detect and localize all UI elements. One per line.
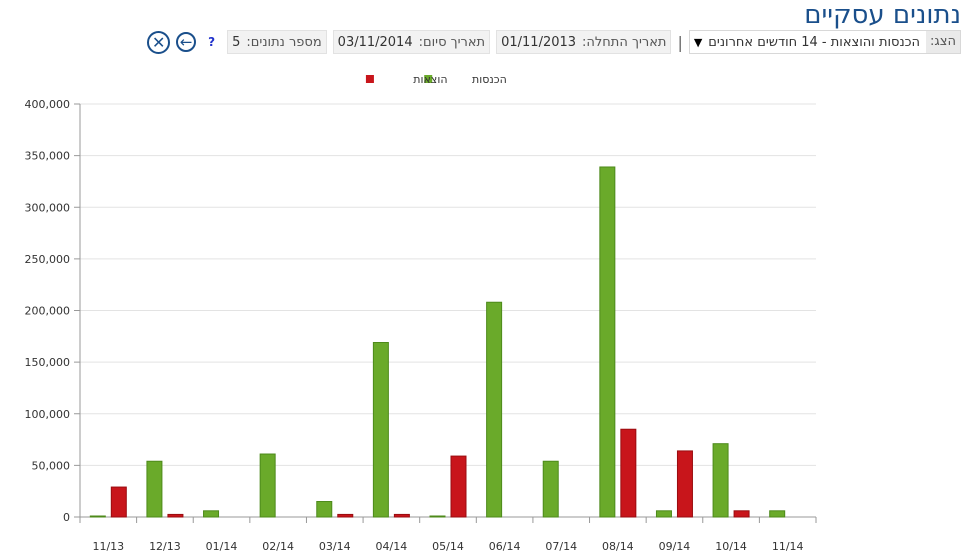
bar-income — [599, 166, 616, 518]
y-tick-label: 100,000 — [25, 408, 71, 421]
bar-expense — [337, 513, 354, 518]
bar-income — [486, 301, 503, 518]
x-tick-label: 10/14 — [715, 540, 747, 553]
bar-expense — [167, 513, 184, 518]
x-tick-label: 06/14 — [489, 540, 521, 553]
start-date-label: תאריך התחלה: — [582, 34, 667, 50]
close-x-icon[interactable]: ✕ — [147, 30, 171, 54]
bar-chart: 0 50,000 100,000 150,000 200,000 250,000 300,0… — [25, 73, 817, 553]
y-tick-label: 0 — [63, 511, 70, 524]
chevron-down-icon[interactable]: ▼ — [693, 35, 703, 49]
toolbar: הצג: הכנסות והוצאות - 14 חודשים אחרונים … — [147, 30, 961, 54]
x-tick-label: 02/14 — [262, 540, 294, 553]
bar-expense — [450, 455, 467, 518]
bar-income — [712, 443, 729, 518]
y-tick-label: 400,000 — [25, 98, 71, 111]
x-tick-label: 05/14 — [432, 540, 464, 553]
data-count-field[interactable]: מספר נתונים: 5 — [227, 30, 327, 54]
bar-income — [146, 460, 163, 518]
bar-income — [203, 510, 220, 518]
legend-label: הוצאות — [413, 73, 447, 86]
data-count-value[interactable]: 5 — [232, 34, 241, 50]
bar-income — [372, 342, 389, 518]
x-tick-label: 11/14 — [772, 540, 804, 553]
bar-expense — [393, 513, 410, 518]
y-tick-label: 300,000 — [25, 201, 71, 214]
x-tick-label: 11/13 — [92, 540, 124, 553]
y-tick-label: 200,000 — [25, 305, 71, 318]
end-date-field[interactable]: תאריך סיום: 03/11/2014 — [332, 30, 491, 54]
page-title: נתונים עסקיים — [804, 0, 961, 30]
legend-label: הכנסות — [472, 73, 507, 86]
bar-income — [316, 501, 333, 518]
display-label: הצג: — [926, 31, 960, 53]
x-tick-label: 07/14 — [545, 540, 577, 553]
bar-income — [769, 510, 786, 518]
x-tick-label: 03/14 — [319, 540, 351, 553]
x-tick-label: 04/14 — [376, 540, 408, 553]
bar-expense — [676, 450, 693, 518]
x-tick-label: 09/14 — [659, 540, 691, 553]
bar-income — [542, 460, 559, 518]
bar-expense — [620, 428, 637, 518]
arrow-left-icon[interactable]: ← — [176, 32, 197, 52]
data-count-label: מספר נתונים: — [246, 34, 322, 50]
x-tick-label: 08/14 — [602, 540, 634, 553]
separator: | — [677, 32, 683, 52]
y-tick-label: 350,000 — [25, 150, 71, 163]
y-tick-label: 250,000 — [25, 253, 71, 266]
bar-income — [429, 515, 446, 518]
bar-income — [89, 515, 106, 518]
start-date-value[interactable]: 01/11/2013 — [501, 34, 577, 50]
start-date-field[interactable]: תאריך התחלה: 01/11/2013 — [496, 30, 672, 54]
legend-swatch — [424, 75, 433, 83]
bar-income — [259, 453, 276, 518]
legend-swatch — [365, 75, 374, 83]
end-date-label: תאריך סיום: — [418, 34, 486, 50]
display-value: הכנסות והוצאות - 14 חודשים אחרונים — [708, 34, 921, 50]
x-tick-label: 01/14 — [206, 540, 238, 553]
bar-income — [655, 510, 672, 518]
bar-expense — [733, 510, 750, 518]
help-icon[interactable]: ? — [208, 35, 216, 49]
end-date-value[interactable]: 03/11/2014 — [337, 34, 413, 50]
y-tick-label: 50,000 — [32, 459, 71, 472]
bar-expense — [110, 486, 127, 518]
y-tick-label: 150,000 — [25, 356, 71, 369]
x-tick-label: 12/13 — [149, 540, 181, 553]
display-select[interactable]: הצג: הכנסות והוצאות - 14 חודשים אחרונים … — [688, 30, 961, 54]
